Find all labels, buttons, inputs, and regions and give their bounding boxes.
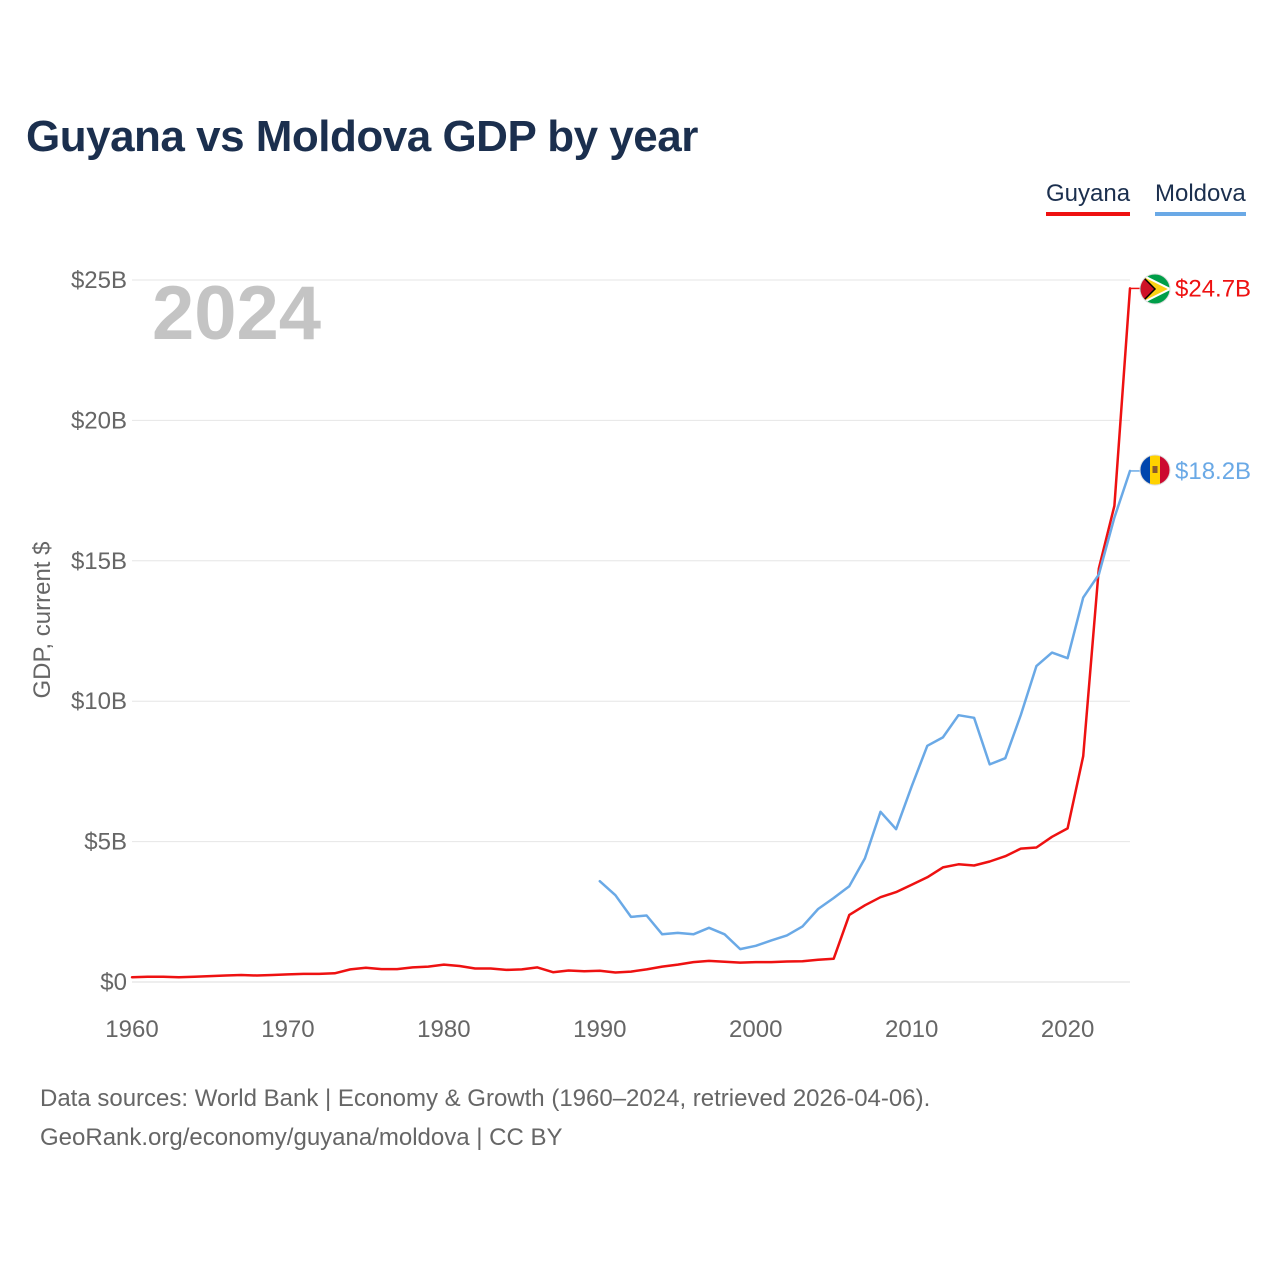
x-axis-ticks: 1960 1970 1980 1990 2000 2010 2020 xyxy=(105,1016,1094,1043)
end-value-label-moldova: $18.2B xyxy=(1175,458,1251,485)
end-labels: $24.7B $18.2B xyxy=(1175,275,1251,485)
x-tick-label: 1980 xyxy=(417,1016,470,1043)
y-tick-label: $15B xyxy=(71,548,127,575)
series-line-guyana[interactable] xyxy=(130,287,1132,979)
grid-lines xyxy=(132,279,1130,983)
legend-item-guyana[interactable]: Guyana xyxy=(1046,180,1131,216)
x-tick-label: 2000 xyxy=(729,1016,782,1043)
y-tick-label: $10B xyxy=(71,688,127,715)
data-source-note: Data sources: World Bank | Economy & Gro… xyxy=(40,1085,931,1112)
chart-title: Guyana vs Moldova GDP by year xyxy=(26,112,698,161)
guyana-flag-icon xyxy=(1139,273,1171,305)
year-watermark: 2024 xyxy=(152,271,321,356)
series-lines xyxy=(130,287,1140,979)
y-axis-ticks: $0 $5B $10B $15B $20B $25B xyxy=(71,267,127,996)
series-line-moldova[interactable] xyxy=(598,469,1132,951)
y-tick-label: $5B xyxy=(84,829,127,856)
x-tick-label: 1970 xyxy=(261,1016,314,1043)
end-value-label-guyana: $24.7B xyxy=(1175,275,1251,302)
x-tick-label: 1960 xyxy=(105,1016,158,1043)
y-tick-label: $20B xyxy=(71,407,127,434)
y-axis-label: GDP, current $ xyxy=(29,542,56,699)
x-tick-label: 2010 xyxy=(885,1016,938,1043)
x-tick-label: 1990 xyxy=(573,1016,626,1043)
y-tick-label: $0 xyxy=(100,969,127,996)
moldova-flag-icon xyxy=(1139,454,1171,486)
y-tick-label: $25B xyxy=(71,267,127,294)
x-tick-label: 2020 xyxy=(1041,1016,1094,1043)
source-url[interactable]: GeoRank.org/economy/guyana/moldova | CC … xyxy=(40,1124,563,1151)
legend-item-moldova[interactable]: Moldova xyxy=(1155,180,1246,216)
